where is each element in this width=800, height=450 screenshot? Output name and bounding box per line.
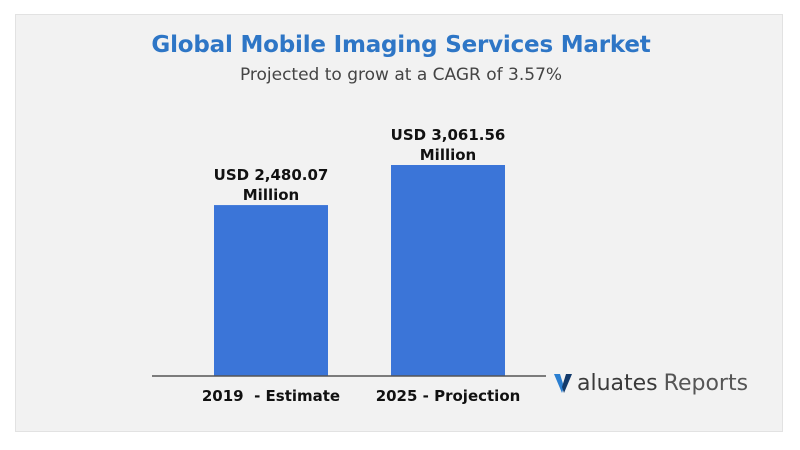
valuates-v-logo-icon [554, 374, 572, 393]
chart-subtitle: Projected to grow at a CAGR of 3.57% [239, 65, 563, 85]
logo-text-valuates: aluates [577, 370, 658, 396]
logo-text-reports: Reports [663, 370, 749, 396]
category-label-1: 2019 - Estimate [202, 387, 340, 405]
category-label-2: 2025 - Projection [376, 387, 521, 405]
chart-title: Global Mobile Imaging Services Market [151, 32, 651, 58]
bar-1-value-label-line-1: USD 2,480.07 [214, 166, 329, 184]
valuates-reports-logo: aluates Reports [553, 368, 748, 398]
bar-2-value-label-line-2: Million [420, 146, 476, 164]
bar-2 [391, 165, 505, 376]
bar-1 [214, 205, 328, 376]
bar-1-value-label-line-2: Million [243, 186, 299, 204]
bar-2-value-label-line-1: USD 3,061.56 [391, 126, 506, 144]
